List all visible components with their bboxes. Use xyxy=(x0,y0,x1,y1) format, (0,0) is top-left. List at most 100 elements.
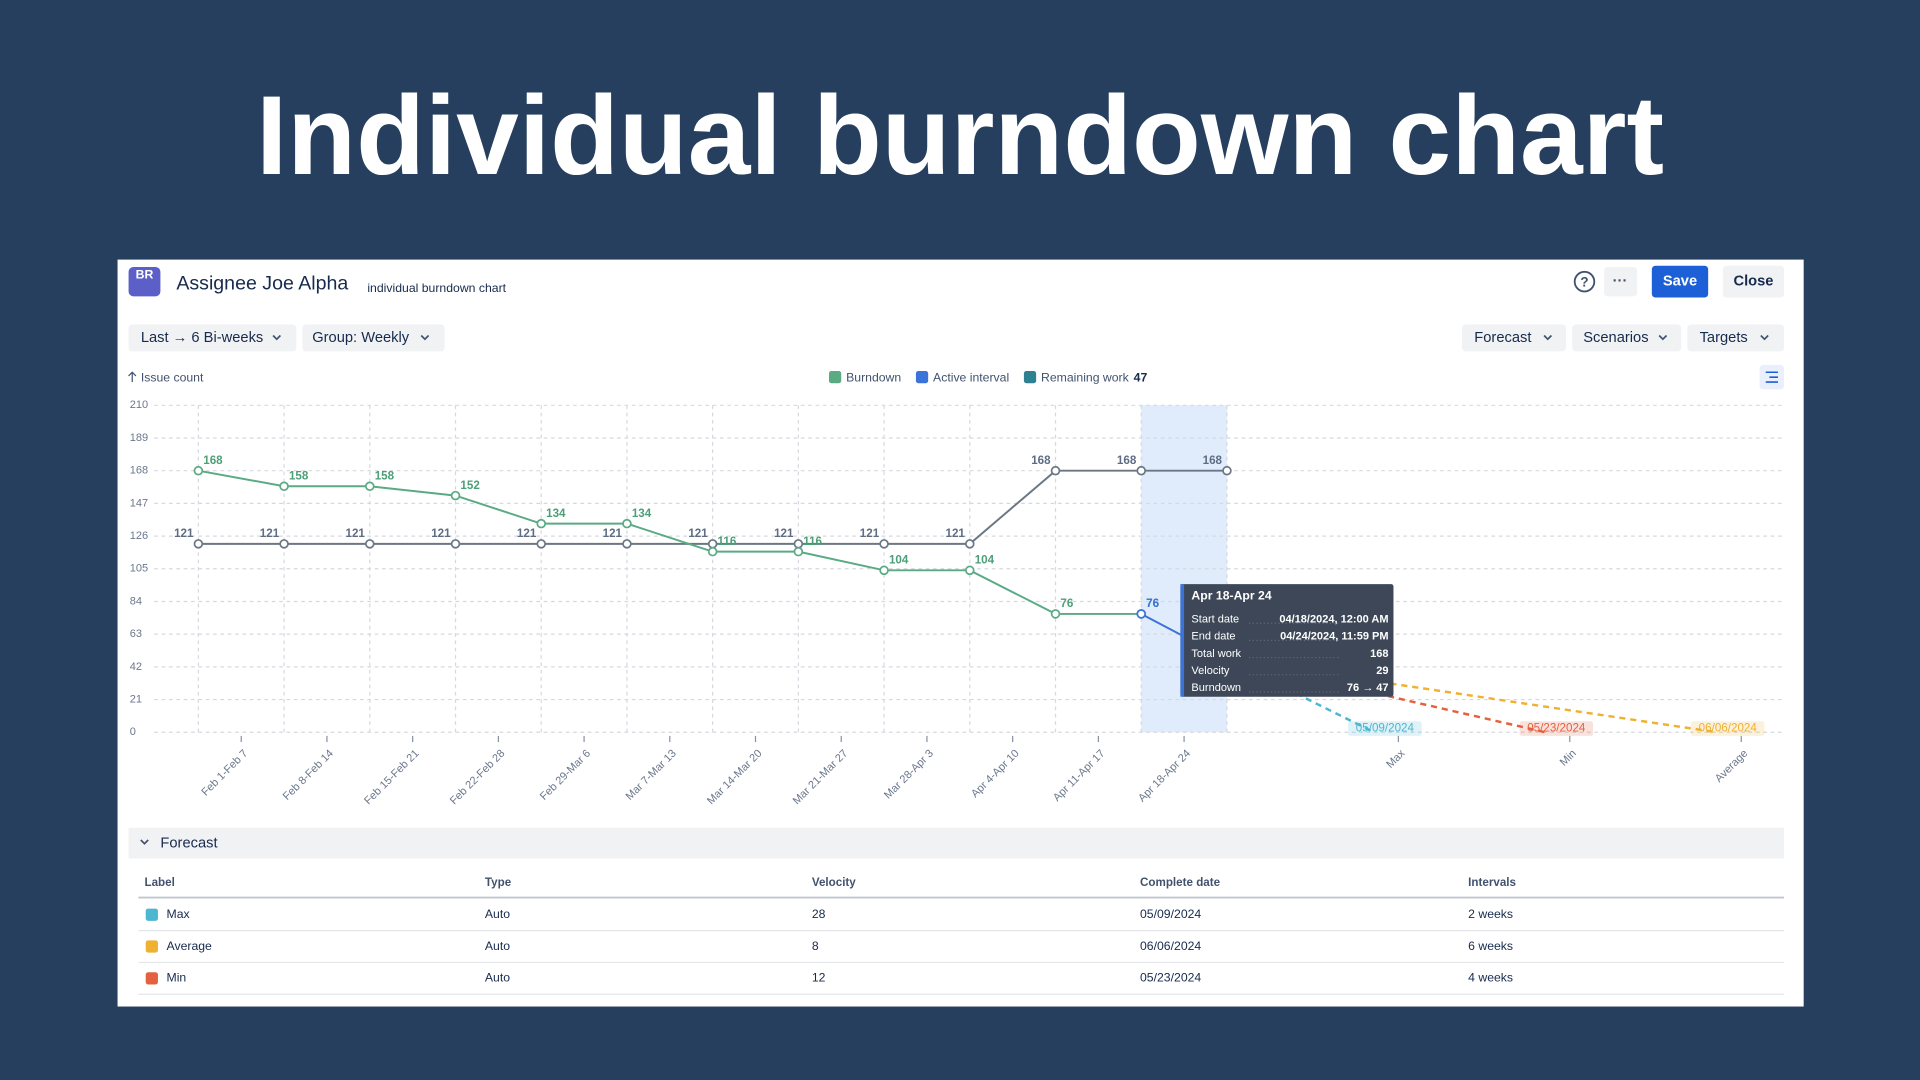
legend-label: Remaining work xyxy=(1041,371,1130,385)
app-logo xyxy=(128,266,161,297)
table-header: Velocity xyxy=(812,876,856,889)
y-tick-label: 168 xyxy=(130,465,148,477)
forecast-date: 06/06/2024 xyxy=(1699,722,1758,735)
app-card xyxy=(117,259,1804,1007)
page-title: Individual burndown chart xyxy=(256,72,1664,198)
tooltip-value: 29 xyxy=(1376,665,1388,677)
total-work-line-value-label: 121 xyxy=(517,527,537,540)
total-work-line-value-label: 168 xyxy=(1117,454,1137,467)
forecast-date-bg xyxy=(1519,721,1594,736)
total-work-line-point xyxy=(536,539,546,549)
burndown-line-point xyxy=(879,565,889,576)
row-swatch xyxy=(145,972,158,985)
total-work-line-point xyxy=(879,539,889,549)
forecast-date: 05/23/2024 xyxy=(1527,722,1586,735)
section-chevron xyxy=(140,839,149,845)
burndown-line-value-label: 168 xyxy=(203,454,223,467)
tooltip-key: End date xyxy=(1191,631,1235,643)
total-work-line-value-label: 121 xyxy=(688,527,708,540)
burndown-line-value-label: 104 xyxy=(889,554,909,567)
tooltip-value: 04/18/2024, 12:00 AM xyxy=(1279,613,1388,625)
y-tick-label: 189 xyxy=(130,432,148,444)
total-work-line-point xyxy=(1222,465,1232,476)
forecast-section[interactable] xyxy=(128,827,1785,859)
table-cell: Auto xyxy=(485,971,510,985)
burndown-line-point xyxy=(279,481,289,492)
burndown-line-value-label: 116 xyxy=(803,535,822,548)
legend-swatch xyxy=(1023,371,1037,384)
table-cell: Auto xyxy=(485,939,510,953)
y-tick-label: 210 xyxy=(130,399,148,411)
chevrons xyxy=(272,334,1769,341)
save-button[interactable] xyxy=(1651,265,1709,298)
legend-swatch xyxy=(828,371,842,384)
tooltip-accent xyxy=(1180,584,1185,697)
table-header: Complete date xyxy=(1140,876,1221,889)
row-swatch xyxy=(145,940,158,953)
table-cell: 4 weeks xyxy=(1468,971,1513,985)
legend-label: Burndown xyxy=(846,371,901,385)
burndown-line-value-label: 116 xyxy=(718,535,737,548)
total-work-line-point xyxy=(965,539,975,549)
more-button[interactable] xyxy=(1604,266,1638,297)
table-cell: Max xyxy=(167,907,190,921)
burndown-line-value-label: 158 xyxy=(375,470,395,483)
burndown-line-point xyxy=(622,518,632,529)
burndown-line-value-label: 76 xyxy=(1060,597,1073,610)
targets-dropdown[interactable] xyxy=(1687,324,1785,352)
burndown-line-point xyxy=(450,490,461,501)
burndown-line-value-label: 152 xyxy=(460,479,479,492)
row-swatch xyxy=(145,908,158,921)
forecast-date-bg xyxy=(1348,721,1422,736)
burndown-line xyxy=(198,469,1142,615)
targets-text: Targets xyxy=(1700,330,1748,346)
total-work-line-value-label: 168 xyxy=(1203,454,1223,467)
legend-value: 47 xyxy=(1134,371,1148,385)
table-cell: 12 xyxy=(812,971,826,985)
tooltip-value: 168 xyxy=(1370,648,1388,660)
range-text: Last → 6 Bi-weeks xyxy=(141,330,263,346)
total-work-line-value-label: 121 xyxy=(774,527,794,540)
close-text: Close xyxy=(1733,274,1773,290)
burndown-line-point xyxy=(193,465,204,476)
app-subtitle: individual burndown chart xyxy=(367,281,506,295)
burndown-line-point xyxy=(1050,609,1061,619)
table-cell: 05/23/2024 xyxy=(1140,971,1201,985)
total-work-line-point xyxy=(1136,465,1146,476)
total-work-line-point xyxy=(1050,465,1061,476)
tooltip-key: Total work xyxy=(1191,648,1241,660)
table-cell: 6 weeks xyxy=(1468,939,1513,953)
legend-label: Active interval xyxy=(933,371,1009,385)
scenarios-text: Scenarios xyxy=(1583,330,1648,346)
table-cell: Average xyxy=(167,939,213,953)
logo-text: BR xyxy=(136,268,154,282)
y-tick-label: 21 xyxy=(130,693,142,705)
burndown-line-value-label: 158 xyxy=(289,470,309,483)
y-tick-label: 63 xyxy=(130,628,142,640)
forecast-date: 05/09/2024 xyxy=(1356,722,1415,735)
range-dropdown[interactable] xyxy=(128,324,297,352)
axis-arrow xyxy=(128,371,137,383)
burndown-line-point xyxy=(536,518,546,529)
help-button[interactable] xyxy=(1573,270,1596,293)
tooltip-value: 76 → 47 xyxy=(1347,682,1389,694)
table-header: Type xyxy=(485,876,512,889)
total-work-line-point xyxy=(622,539,632,549)
total-work-line-value-label: 121 xyxy=(260,527,280,540)
group-dropdown[interactable] xyxy=(302,324,445,352)
table-cell: Min xyxy=(167,971,187,985)
total-work-line-value-label: 121 xyxy=(603,527,623,540)
y-tick-label: 84 xyxy=(130,595,142,607)
table-cell: Auto xyxy=(485,907,510,921)
active-interval-line-value-label: 76 xyxy=(1146,597,1159,610)
scenarios-dropdown[interactable] xyxy=(1572,324,1682,352)
more-text: ··· xyxy=(1613,274,1628,290)
table-cell: 28 xyxy=(812,907,826,921)
total-work-line-point xyxy=(279,539,289,549)
close-button[interactable] xyxy=(1722,265,1785,298)
tooltip-value: 04/24/2024, 11:59 PM xyxy=(1280,631,1388,643)
table-cell: 05/09/2024 xyxy=(1140,907,1201,921)
total-work-line-point xyxy=(707,539,718,549)
forecast-dropdown[interactable] xyxy=(1462,324,1567,352)
